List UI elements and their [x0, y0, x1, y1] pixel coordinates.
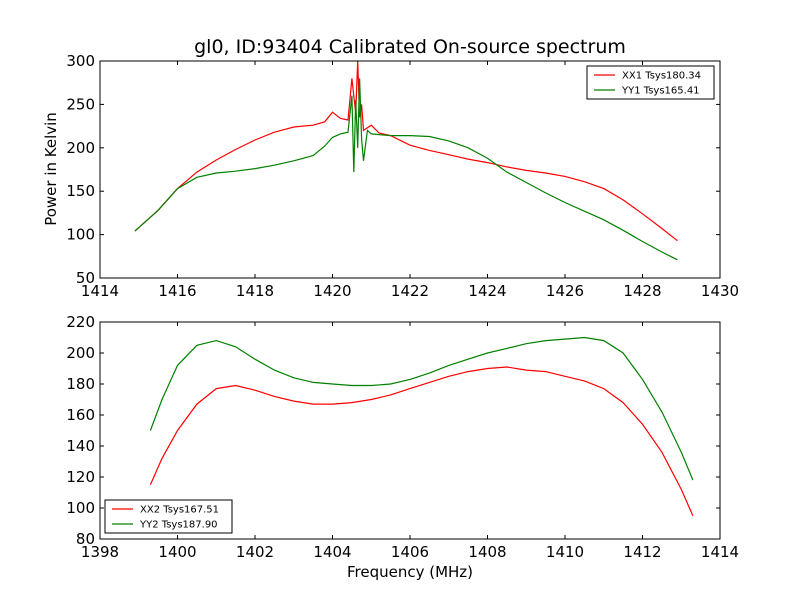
bottom-y-tick-label: 220: [66, 313, 95, 331]
top-x-tick-label: 1422: [391, 282, 429, 300]
bottom-y-tick-label: 160: [66, 406, 95, 424]
bottom-y-tick-label: 140: [66, 437, 95, 455]
top-legend-label-2: YY1 Tsys165.41: [621, 86, 700, 97]
bottom-y-tick-label: 120: [66, 468, 95, 486]
bottom-x-axis-label: Frequency (MHz): [347, 563, 473, 581]
top-legend-box: [586, 65, 715, 100]
top-legend-label-1: XX1 Tsys180.34: [622, 71, 701, 82]
top-y-axis-label: Power in Kelvin: [42, 112, 60, 226]
bottom-x-tick-label: 1406: [391, 543, 429, 561]
top-x-tick-label: 1420: [313, 282, 351, 300]
top-y-tick-label: 100: [66, 226, 95, 244]
top-x-tick-label: 1426: [546, 282, 584, 300]
bottom-y-tick-label: 100: [66, 499, 95, 517]
top-legend: XX1 Tsys180.34 YY1 Tsys165.41: [586, 65, 715, 100]
bottom-series-line-2: [149, 336, 694, 481]
bottom-x-tick-label: 1398: [81, 543, 119, 561]
top-y-tick-label: 250: [66, 95, 95, 113]
bottom-x-tick-label: 1414: [701, 543, 739, 561]
bottom-plot-area: 1398 1400 1402 1404 1406 1408 1410 1412 1414 80 10…: [66, 313, 739, 561]
bottom-y-tick-label: 80: [76, 530, 95, 548]
top-x-tick-label: 1424: [468, 282, 506, 300]
top-series-line-1: [134, 61, 678, 242]
top-x-tick-label: 1428: [623, 282, 661, 300]
top-y-tick-label: 200: [66, 139, 95, 157]
top-plot-area: 1414 1416 1418 1420 1422 1424 1426 1428 1430 50 10…: [66, 52, 739, 300]
top-x-tick-label: 1418: [236, 282, 274, 300]
chart-title: gl0, ID:93404 Calibrated On-source spect…: [194, 36, 626, 58]
top-y-tick-label: 300: [66, 52, 95, 70]
top-x-tick-label: 1414: [81, 282, 119, 300]
bottom-legend-label-2: YY2 Tsys187.90: [139, 520, 218, 531]
bottom-y-tick-label: 200: [66, 344, 95, 362]
bottom-x-tick-label: 1410: [546, 543, 584, 561]
bottom-x-tick-label: 1404: [313, 543, 351, 561]
bottom-x-tick-label: 1412: [623, 543, 661, 561]
bottom-series-line-1: [149, 366, 694, 517]
bottom-x-tick-label: 1402: [236, 543, 274, 561]
bottom-legend-box: [104, 499, 233, 534]
bottom-legend-label-1: XX2 Tsys167.51: [140, 505, 219, 516]
bottom-y-tick-label: 180: [66, 375, 95, 393]
top-y-tick-label: 50: [76, 269, 95, 287]
bottom-x-tick-label: 1408: [468, 543, 506, 561]
top-x-tick-label: 1430: [701, 282, 739, 300]
bottom-x-tick-label: 1400: [158, 543, 196, 561]
top-y-tick-label: 150: [66, 182, 95, 200]
bottom-legend: XX2 Tsys167.51 YY2 Tsys187.90: [104, 499, 233, 534]
top-x-tick-label: 1416: [158, 282, 196, 300]
top-series-line-2: [134, 78, 678, 261]
